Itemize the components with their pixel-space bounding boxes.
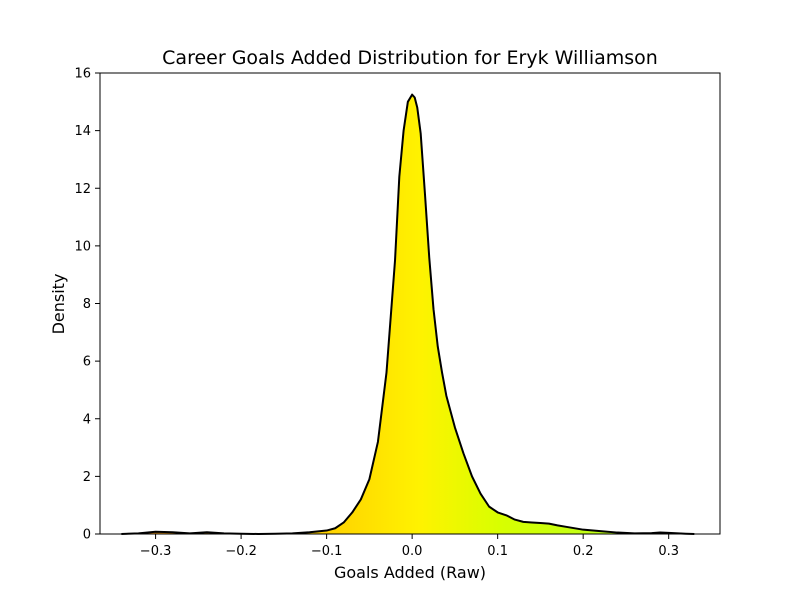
y-tick-label: 14 (74, 124, 91, 139)
x-tick-label: −0.3 (140, 544, 172, 559)
x-tick-label: 0.0 (402, 544, 423, 559)
y-tick-label: 10 (74, 239, 91, 254)
x-axis-label: Goals Added (Raw) (334, 563, 486, 582)
y-axis: 0 2 4 6 8 10 12 14 16 (74, 67, 100, 543)
plot-area (121, 93, 695, 535)
y-tick-label: 2 (83, 470, 91, 485)
plot-frame (99, 72, 721, 535)
x-tick-label: 0.2 (573, 544, 594, 559)
chart-title: Career Goals Added Distribution for Eryk… (162, 47, 658, 69)
y-tick-label: 8 (83, 297, 91, 312)
y-tick-label: 4 (83, 412, 91, 427)
y-tick-label: 16 (74, 67, 91, 82)
y-tick-label: 0 (83, 528, 91, 543)
density-fill (121, 94, 695, 535)
x-tick-label: −0.2 (225, 544, 257, 559)
x-tick-label: 0.3 (658, 544, 679, 559)
y-tick-label: 6 (83, 355, 91, 370)
x-tick-label: −0.1 (311, 544, 343, 559)
x-axis: −0.3 −0.2 −0.1 0.0 0.1 0.2 0.3 (140, 534, 679, 559)
y-axis-label: Density (49, 274, 68, 335)
y-tick-label: 12 (74, 182, 91, 197)
x-tick-label: 0.1 (487, 544, 508, 559)
